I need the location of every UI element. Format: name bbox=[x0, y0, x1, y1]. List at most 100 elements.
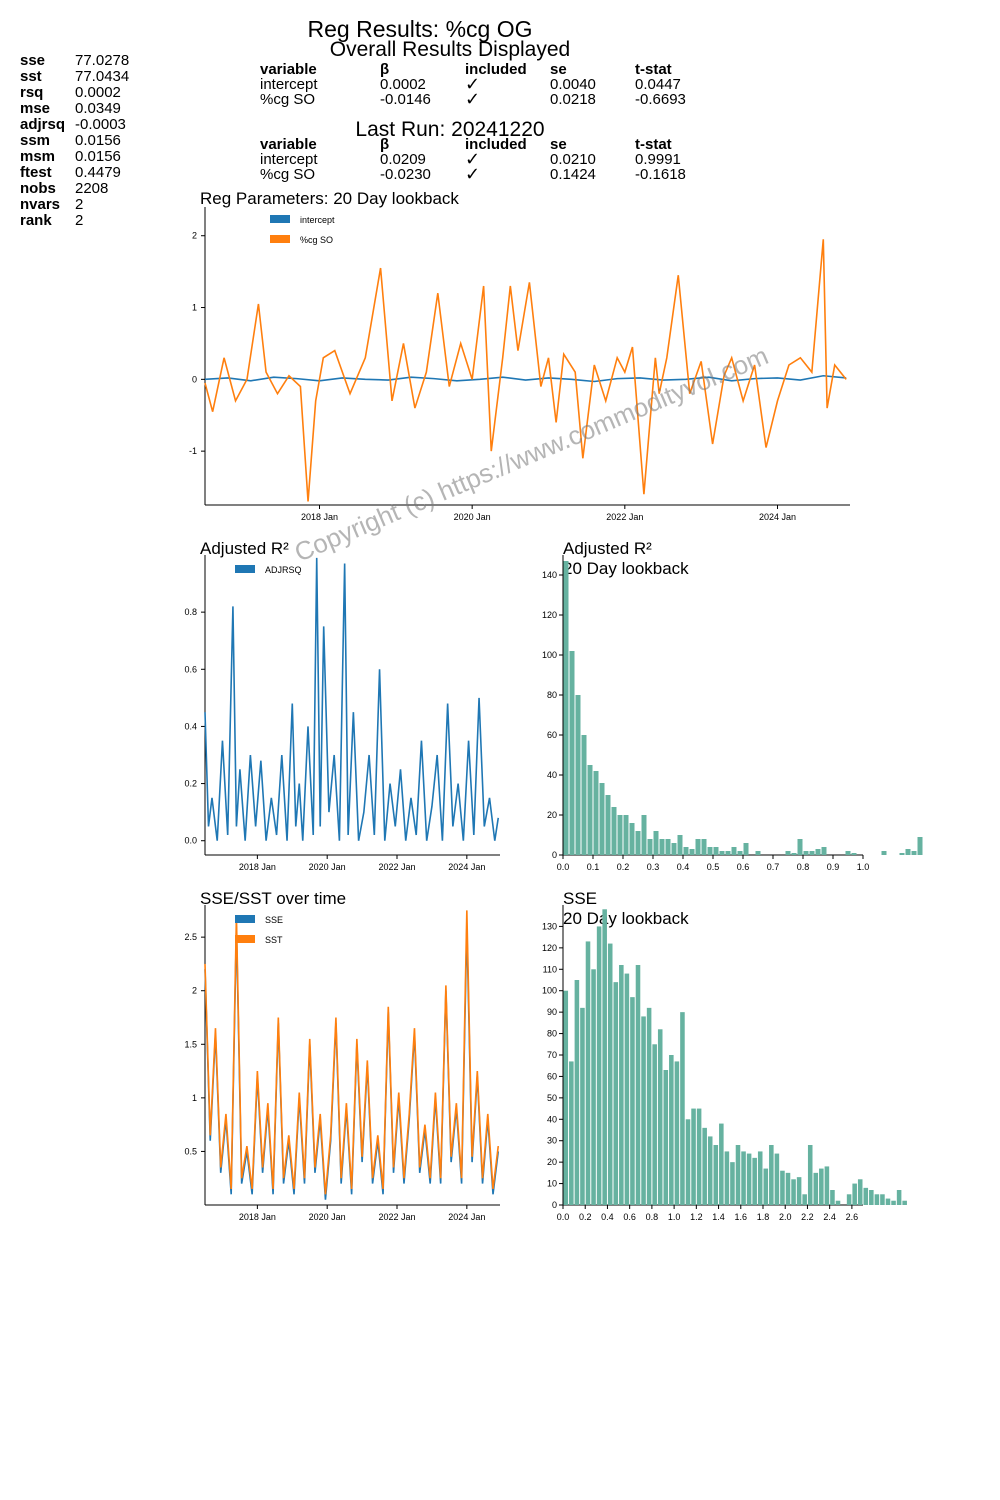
histogram-bar bbox=[797, 839, 803, 855]
legend-label: intercept bbox=[300, 215, 335, 225]
y-tick-label: 0.6 bbox=[184, 664, 197, 674]
table-cell: 0.9991 bbox=[635, 151, 681, 168]
histogram-bar bbox=[669, 1055, 674, 1205]
y-tick-label: 70 bbox=[547, 1050, 557, 1060]
histogram-bar bbox=[737, 851, 743, 855]
histogram-bar bbox=[791, 853, 797, 855]
y-tick-label: 1 bbox=[192, 303, 197, 313]
table-row: intercept 0.0002 ✓ 0.0040 0.0447 bbox=[260, 75, 720, 93]
y-tick-label: 120 bbox=[542, 943, 557, 953]
histogram-bar bbox=[891, 1200, 896, 1205]
histogram-bar bbox=[707, 1136, 713, 1205]
table-header: variable β included se t-stat bbox=[260, 62, 720, 77]
y-tick-label: 80 bbox=[547, 690, 557, 700]
y-tick-label: 0 bbox=[192, 374, 197, 384]
histogram-bar bbox=[911, 851, 917, 855]
histogram-bar bbox=[835, 1200, 841, 1205]
table-cell: -0.6693 bbox=[635, 91, 686, 108]
histogram-bar bbox=[580, 1007, 585, 1205]
histogram-bar bbox=[629, 823, 635, 855]
histogram-bar bbox=[719, 851, 725, 855]
stat-value: 2 bbox=[75, 196, 84, 213]
histogram-bar bbox=[725, 851, 731, 855]
y-tick-label: 140 bbox=[542, 570, 557, 580]
series-line-adjrsq bbox=[204, 557, 500, 841]
stat-key: nobs bbox=[20, 180, 56, 197]
stat-row-rank: rank 2 bbox=[20, 213, 165, 229]
x-tick-label: 2018 Jan bbox=[301, 512, 338, 522]
column-header: included bbox=[465, 136, 527, 153]
stat-row-msm: msm 0.0156 bbox=[20, 149, 165, 165]
table-cell: %cg SO bbox=[260, 166, 316, 183]
histogram-bar bbox=[599, 783, 605, 855]
stat-key: sse bbox=[20, 52, 46, 69]
x-tick-label: 2022 Jan bbox=[378, 862, 415, 872]
y-tick-label: 20 bbox=[547, 1157, 557, 1167]
histogram-bar bbox=[587, 765, 593, 855]
x-tick-label: 2.4 bbox=[823, 1212, 836, 1222]
histogram-bar bbox=[574, 980, 580, 1205]
stat-key: mse bbox=[20, 100, 51, 117]
stat-row-ssm: ssm 0.0156 bbox=[20, 133, 165, 149]
x-tick-label: 1.2 bbox=[690, 1212, 703, 1222]
table-cell: 0.0040 bbox=[550, 76, 596, 93]
histogram-bar bbox=[563, 990, 569, 1205]
y-tick-label: 2 bbox=[192, 231, 197, 241]
stat-value: 0.4479 bbox=[75, 164, 121, 181]
column-header: β bbox=[380, 136, 390, 153]
histogram-bar bbox=[896, 1190, 902, 1205]
histogram-bar bbox=[752, 1157, 757, 1205]
table-cell: intercept bbox=[260, 76, 318, 93]
histogram-bar bbox=[607, 943, 613, 1205]
histogram-bar bbox=[791, 1179, 796, 1205]
histogram-bar bbox=[569, 1061, 574, 1205]
histogram-bar bbox=[563, 561, 569, 855]
x-tick-label: 2.0 bbox=[779, 1212, 792, 1222]
column-header: se bbox=[550, 136, 567, 153]
histogram-bar bbox=[780, 1170, 785, 1205]
histogram-bar bbox=[647, 839, 653, 855]
histogram-bar bbox=[869, 1190, 874, 1205]
histogram-bar bbox=[774, 1153, 780, 1205]
column-header: t-stat bbox=[635, 61, 672, 78]
y-tick-label: 20 bbox=[547, 810, 557, 820]
histogram-bar bbox=[880, 1194, 885, 1205]
x-tick-label: 2.2 bbox=[801, 1212, 814, 1222]
histogram-bar bbox=[731, 847, 737, 855]
sse-hist-subtitle: 20 Day lookback bbox=[563, 909, 689, 928]
histogram-bar bbox=[665, 839, 671, 855]
y-tick-label: 50 bbox=[547, 1093, 557, 1103]
y-tick-label: 1 bbox=[192, 1093, 197, 1103]
stat-row-adjrsq: adjrsq -0.0003 bbox=[20, 117, 165, 133]
table-row: %cg SO -0.0230 ✓ 0.1424 -0.1618 bbox=[260, 165, 720, 183]
histogram-bar bbox=[635, 831, 641, 855]
x-tick-label: 0.8 bbox=[797, 862, 810, 872]
stat-key: msm bbox=[20, 148, 56, 165]
histogram-bar bbox=[807, 1145, 813, 1205]
column-header: variable bbox=[260, 136, 317, 153]
legend-swatch bbox=[270, 235, 290, 243]
histogram-bar bbox=[674, 1061, 680, 1205]
histogram-bar bbox=[677, 835, 683, 855]
histogram-bar bbox=[623, 815, 629, 855]
histogram-bar bbox=[803, 851, 809, 855]
stat-value: -0.0003 bbox=[75, 116, 126, 133]
y-tick-label: 0.0 bbox=[184, 836, 197, 846]
histogram-bar bbox=[613, 982, 619, 1205]
histogram-bar bbox=[824, 1166, 830, 1205]
y-tick-label: 0.5 bbox=[184, 1146, 197, 1156]
stat-value: 0.0002 bbox=[75, 84, 121, 101]
stat-value: 77.0434 bbox=[75, 68, 130, 85]
histogram-bar bbox=[821, 847, 827, 855]
histogram-bar bbox=[785, 851, 791, 855]
histogram-bar bbox=[680, 1012, 685, 1205]
histogram-bar bbox=[863, 1187, 869, 1205]
histogram-bar bbox=[881, 851, 887, 855]
adjrsq-chart-title: Adjusted R² bbox=[200, 539, 289, 558]
y-tick-label: -1 bbox=[189, 446, 197, 456]
table-cell: 0.1424 bbox=[550, 166, 596, 183]
x-tick-label: 2020 Jan bbox=[309, 862, 346, 872]
stat-row-sse: sse 77.0278 bbox=[20, 53, 165, 69]
histogram-bar bbox=[701, 839, 707, 855]
